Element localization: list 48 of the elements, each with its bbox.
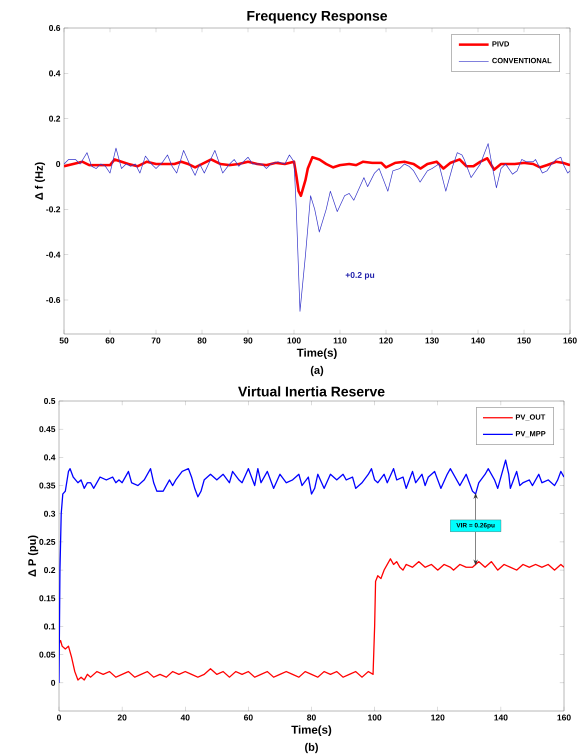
- x-tick-label: 120: [431, 714, 444, 721]
- y-tick-label: 0.25: [39, 538, 56, 545]
- x-tick-label: 100: [368, 714, 382, 721]
- x-axis-title: Time(s): [296, 348, 337, 360]
- x-tick-label: 70: [152, 338, 160, 344]
- x-tick-label: 80: [307, 714, 316, 721]
- y-tick-label: -0.2: [46, 206, 60, 212]
- y-tick-label: -0.6: [46, 297, 60, 303]
- chart-title: Virtual Inertia Reserve: [238, 386, 385, 397]
- y-tick-label: 0.5: [44, 398, 56, 404]
- x-tick-label: 60: [106, 338, 114, 344]
- x-axis-title: Time(s): [291, 725, 332, 736]
- y-axis-title: Δ P (pu): [28, 536, 38, 577]
- y-tick-label: 0: [51, 680, 56, 686]
- text: (b): [305, 742, 318, 754]
- chart-title: Frequency Response: [247, 11, 388, 24]
- x-tick-label: 120: [379, 338, 393, 344]
- y-tick-label: 0.05: [39, 652, 56, 658]
- annotation: +0.2 pu: [346, 272, 374, 280]
- line-series: [64, 143, 570, 312]
- y-tick-label: 0.4: [49, 70, 60, 76]
- y-tick-label: 0.4: [44, 454, 56, 460]
- x-tick-label: 40: [180, 714, 190, 721]
- x-tick-label: 110: [334, 338, 346, 344]
- y-axis-title: Δ f (Hz): [34, 162, 46, 200]
- x-tick-label: 80: [198, 338, 206, 344]
- x-tick-label: 130: [425, 338, 439, 344]
- x-tick-label: 140: [471, 338, 485, 344]
- x-tick-label: 60: [244, 714, 253, 721]
- x-tick-label: 20: [118, 714, 126, 721]
- y-tick-label: 0.45: [39, 426, 56, 432]
- y-tick-label: 0.6: [49, 25, 60, 31]
- y-tick-label: 0: [56, 161, 60, 167]
- x-tick-label: 150: [517, 338, 531, 344]
- x-tick-label: 100: [287, 338, 301, 344]
- x-tick-label: 160: [557, 714, 571, 721]
- y-tick-label: 0.2: [44, 567, 56, 574]
- x-tick-label: 90: [244, 338, 252, 344]
- x-tick-label: 160: [563, 338, 577, 344]
- text: (a): [310, 366, 324, 376]
- y-tick-label: 0.3: [44, 510, 56, 517]
- y-tick-label: 0.1: [44, 623, 56, 630]
- y-tick-label: -0.4: [46, 252, 60, 258]
- x-tick-label: 140: [494, 714, 508, 721]
- x-tick-label: 50: [60, 338, 68, 344]
- y-tick-label: 0.35: [39, 482, 56, 489]
- y-tick-label: 0.2: [49, 116, 60, 122]
- y-tick-label: 0.15: [39, 595, 56, 602]
